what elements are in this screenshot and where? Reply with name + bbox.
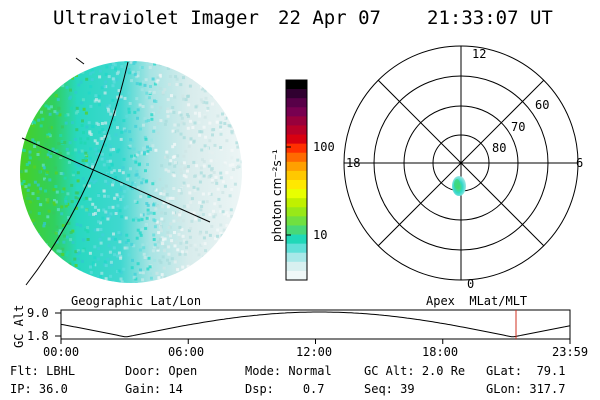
- orbit-plot: [55, 309, 571, 344]
- colorbar-band: [286, 207, 307, 217]
- globe-tick-mark: [75, 57, 85, 65]
- colorbar-band: [286, 252, 307, 263]
- geographic-projection-label: Geographic Lat/Lon: [71, 294, 202, 308]
- colorbar-band: [286, 134, 307, 145]
- colorbar-frame: [285, 79, 308, 281]
- observation-date: 22 Apr 07: [278, 7, 381, 29]
- status-gain: Gain: 14: [125, 382, 183, 396]
- colorbar-band: [286, 270, 307, 281]
- instrument-title: Ultraviolet Imager: [53, 7, 259, 29]
- colorbar-band: [286, 243, 307, 254]
- mlt-label-0: 0: [467, 277, 475, 291]
- mlt-label-6: 6: [576, 156, 584, 170]
- status-ip: IP: 36.0: [10, 382, 68, 396]
- colorbar-band: [286, 161, 307, 172]
- orbit-xtick-label: 00:00: [43, 345, 80, 359]
- colorbar-band: [286, 180, 307, 190]
- polar-aurora-core: [454, 179, 460, 189]
- colorbar-unit-label: photon cm⁻²s⁻¹: [270, 149, 284, 242]
- colorbar-band: [286, 234, 307, 245]
- status-glat: GLat: 79.1: [486, 364, 566, 378]
- colorbar-band: [286, 98, 307, 108]
- orbit-y-axis-label: GC Alt: [12, 304, 26, 348]
- colorbar-band: [286, 225, 307, 236]
- colorbar-band: [286, 198, 307, 208]
- mlat-label-80: 80: [492, 141, 507, 155]
- apex-projection-label: Apex MLat/MLT: [426, 294, 528, 308]
- status-door: Door: Open: [125, 364, 198, 378]
- globe-image: [20, 57, 242, 286]
- status-dsp: Dsp: 0.7: [245, 382, 325, 396]
- colorbar-tick-label-10: 10: [313, 228, 328, 242]
- colorbar-band: [286, 116, 307, 126]
- polar-diagonal: [377, 79, 545, 247]
- polar-plot: [343, 45, 579, 281]
- mlat-label-70: 70: [511, 120, 526, 134]
- mlt-label-12: 12: [472, 47, 487, 61]
- orbit-xtick-label: 12:00: [296, 345, 333, 359]
- orbit-ytick-label-bottom: 1.8: [27, 329, 49, 343]
- orbit-xtick-label: 06:00: [168, 345, 205, 359]
- colorbar-band: [286, 89, 307, 99]
- orbit-ytick-label-top: 9.0: [27, 306, 49, 320]
- colorbar-band: [286, 170, 307, 181]
- colorbar-band: [286, 125, 307, 136]
- status-glon: GLon: 317.7: [486, 382, 566, 396]
- globe-latitude-line: [21, 137, 211, 223]
- status-seq: Seq: 39: [364, 382, 415, 396]
- orbit-xticks: [60, 339, 571, 344]
- colorbar-band: [286, 107, 307, 117]
- colorbar-band: [286, 216, 307, 226]
- colorbar-band: [286, 152, 307, 163]
- observation-time: 21:33:07 UT: [427, 7, 553, 29]
- globe-meridian-line: [25, 61, 129, 286]
- colorbar-band: [286, 189, 307, 199]
- colorbar-tick-label-100: 100: [313, 140, 335, 154]
- status-filter: Flt: LBHL: [10, 364, 76, 378]
- orbit-xtick-label: 18:00: [422, 345, 459, 359]
- status-mode: Mode: Normal: [245, 364, 332, 378]
- colorbar-band: [286, 143, 307, 154]
- mlat-label-60: 60: [535, 98, 550, 112]
- orbit-altitude-curve: [60, 311, 571, 338]
- mlt-label-18: 18: [346, 156, 361, 170]
- colorbar-band: [286, 261, 307, 272]
- status-gc-alt: GC Alt: 2.0 Re: [364, 364, 466, 378]
- colorbar-band: [286, 80, 307, 90]
- orbit-xtick-label: 23:59: [552, 345, 589, 359]
- colorbar: [285, 79, 308, 281]
